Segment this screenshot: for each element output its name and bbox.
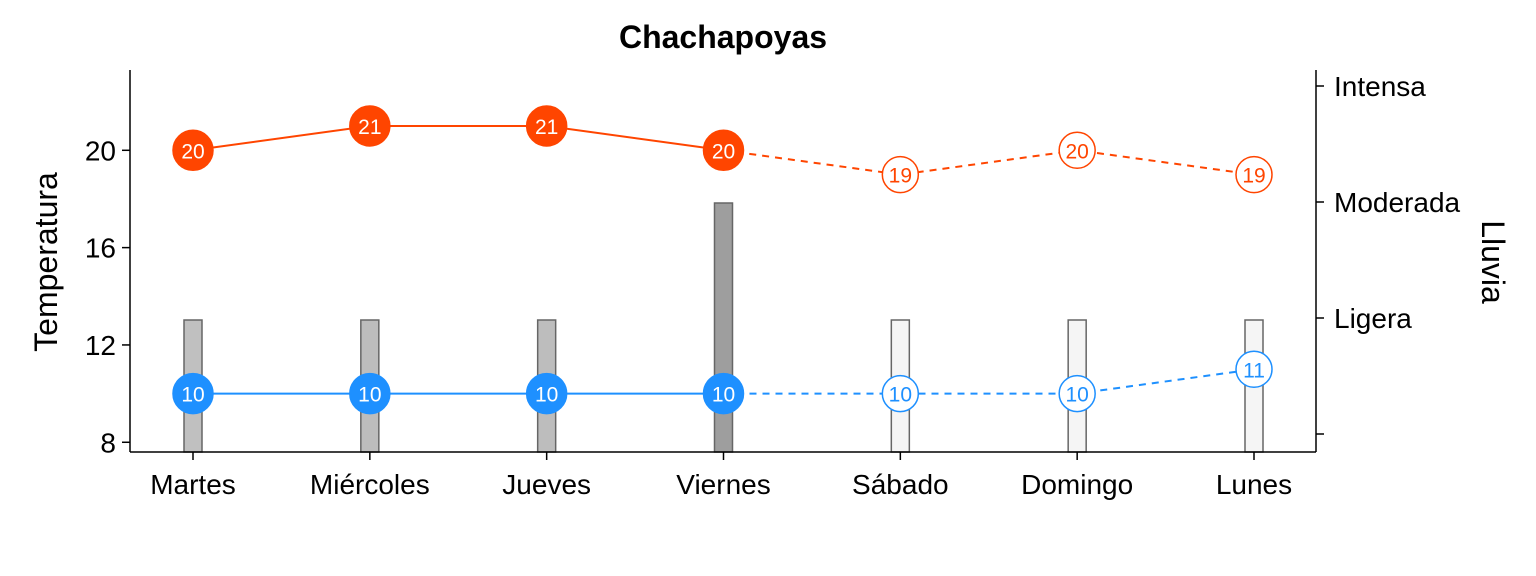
- series-1-data-label-6: 11: [1243, 359, 1265, 382]
- series-0-line-forecast: [723, 149, 1255, 176]
- y-tick-label-3: 20: [85, 135, 116, 166]
- series-0-point-2: [525, 105, 568, 147]
- series-0-data-label-4: 19: [889, 165, 912, 188]
- series-1-data-label-0: 10: [181, 384, 204, 407]
- series-0-data-label-0: 20: [181, 140, 204, 163]
- series-1-point-0: [172, 372, 214, 415]
- series-0-point-5: [1058, 131, 1096, 170]
- series-0-point-1: [349, 105, 391, 147]
- x-tick-label-5: Domingo: [1021, 469, 1133, 500]
- series-0-point-4: [881, 155, 920, 194]
- series-0-data-label-5: 20: [1065, 140, 1088, 163]
- y-tick-label-2: 16: [85, 233, 116, 264]
- series-0-point-0: [172, 129, 214, 172]
- x-tick-label-2: Jueves: [502, 469, 591, 500]
- y2-tick-label-1: Ligera: [1334, 303, 1412, 334]
- temperature-lines: [192, 124, 1255, 395]
- x-tick-label-4: Sábado: [852, 469, 949, 500]
- y2-tick-label-2: Moderada: [1334, 187, 1461, 218]
- series-0-data-label-1: 21: [358, 116, 381, 139]
- series-0-data-label-3: 20: [712, 140, 735, 163]
- series-1-data-label-3: 10: [712, 384, 735, 407]
- x-tick-label-3: Viernes: [676, 469, 770, 500]
- series-1-data-label-4: 10: [889, 384, 912, 407]
- y2-tick-label-3: Intensa: [1334, 71, 1426, 102]
- series-1-point-1: [349, 372, 391, 415]
- y-tick-label-1: 12: [85, 330, 116, 361]
- series-1-point-2: [525, 372, 568, 415]
- x-tick-label-1: Miércoles: [310, 469, 430, 500]
- series-1-point-6: [1235, 350, 1273, 389]
- series-1-data-label-5: 10: [1065, 384, 1088, 407]
- rain-bars: [183, 202, 1264, 453]
- series-1-point-5: [1058, 374, 1096, 413]
- series-1-point-4: [881, 374, 920, 413]
- rain-bar-3: [713, 202, 734, 453]
- y-axis-label: Temperatura: [28, 172, 64, 352]
- y2-axis-label: Lluvia: [1475, 220, 1511, 304]
- series-1-data-label-2: 10: [535, 384, 558, 407]
- x-tick-label-0: Martes: [150, 469, 236, 500]
- axes: 8 12 16 20 Ligera Moderada Intensa Martes Miérco…: [85, 70, 1461, 500]
- y-tick-label-0: 8: [100, 427, 116, 458]
- series-0-data-label-2: 21: [535, 116, 558, 139]
- chart-title: Chachapoyas: [619, 19, 827, 55]
- temperature-points: 20 21 21 20 19 20 19 10 10 10 10 10 10 11: [172, 105, 1273, 415]
- series-1-line-forecast: [723, 368, 1255, 395]
- series-0-point-3: [702, 129, 745, 172]
- x-tick-label-6: Lunes: [1216, 469, 1292, 500]
- series-0-data-label-6: 19: [1242, 165, 1265, 188]
- series-1-point-3: [702, 372, 745, 415]
- series-1-data-label-1: 10: [358, 384, 381, 407]
- series-0-line-observed: [192, 124, 724, 152]
- series-0-point-6: [1235, 155, 1273, 194]
